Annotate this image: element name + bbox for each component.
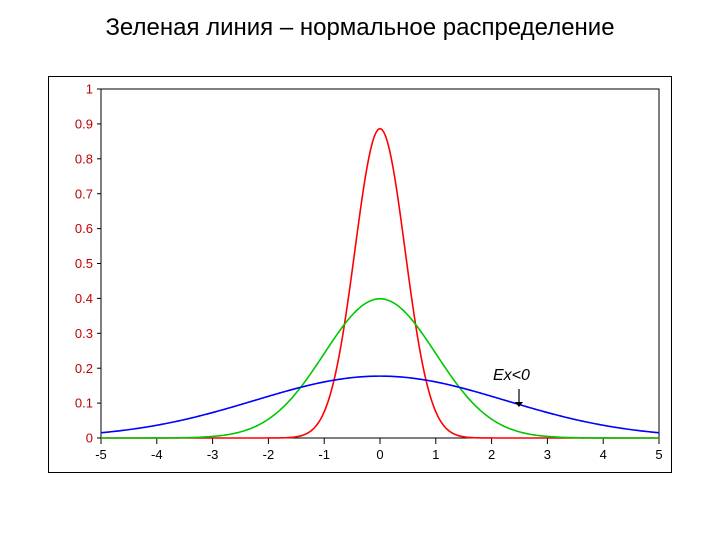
annotation-ex-lt-0: Ex<0 [493, 367, 530, 385]
annotation-arrow-icon [514, 389, 524, 407]
svg-text:0.2: 0.2 [75, 361, 93, 376]
svg-text:-2: -2 [263, 447, 275, 462]
svg-text:0: 0 [376, 447, 383, 462]
svg-text:0.5: 0.5 [75, 256, 93, 271]
svg-text:1: 1 [432, 447, 439, 462]
svg-text:0: 0 [86, 431, 93, 446]
svg-text:-3: -3 [207, 447, 219, 462]
chart-frame: 0 0.1 0.2 0.3 0.4 0.5 0.6 0.7 0.8 0.9 1 -5 -4 -3 -2 -1 0… [48, 76, 672, 473]
svg-text:-1: -1 [318, 447, 330, 462]
svg-text:-5: -5 [95, 447, 107, 462]
svg-text:2: 2 [488, 447, 495, 462]
svg-text:0.9: 0.9 [75, 116, 93, 131]
svg-text:0.8: 0.8 [75, 151, 93, 166]
svg-text:-4: -4 [151, 447, 163, 462]
distribution-chart: 0 0.1 0.2 0.3 0.4 0.5 0.6 0.7 0.8 0.9 1 -5 -4 -3 -2 -1 0… [49, 77, 671, 472]
svg-text:0.4: 0.4 [75, 291, 93, 306]
svg-text:0.3: 0.3 [75, 326, 93, 341]
svg-text:1: 1 [86, 82, 93, 97]
svg-text:0.1: 0.1 [75, 396, 93, 411]
svg-text:0.6: 0.6 [75, 221, 93, 236]
svg-text:3: 3 [544, 447, 551, 462]
slide: Зеленая линия – нормальное распределение… [0, 0, 720, 540]
svg-text:5: 5 [655, 447, 662, 462]
svg-text:0.7: 0.7 [75, 186, 93, 201]
svg-text:4: 4 [600, 447, 607, 462]
slide-title: Зеленая линия – нормальное распределение [0, 14, 720, 42]
